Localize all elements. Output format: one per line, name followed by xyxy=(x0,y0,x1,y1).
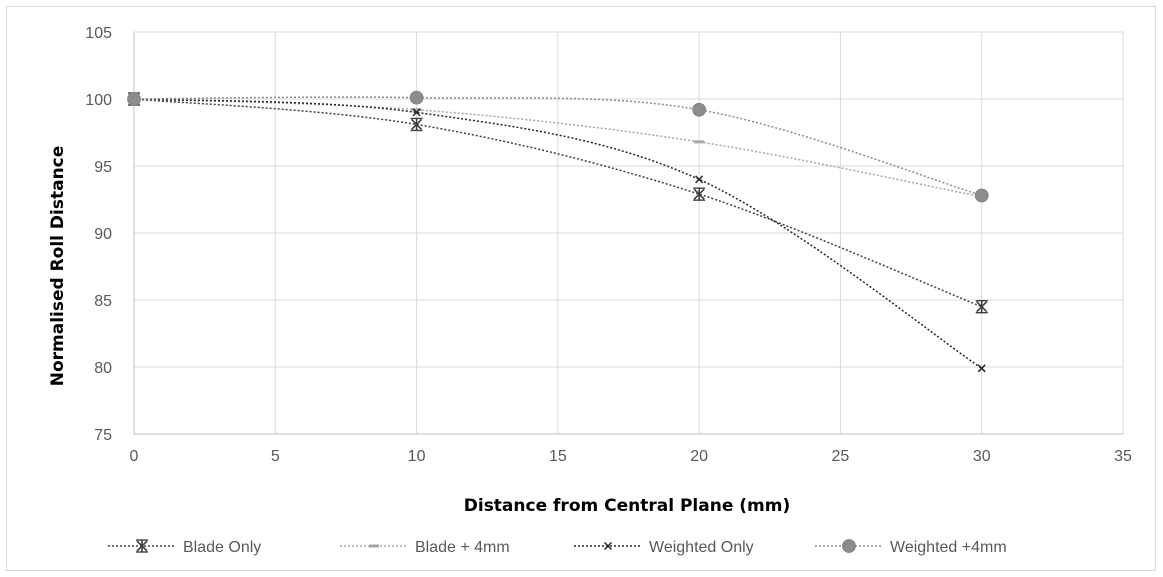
data-point xyxy=(410,117,423,132)
x-tick-label: 10 xyxy=(408,448,426,465)
data-point xyxy=(695,175,704,184)
x-tick-label: 20 xyxy=(690,448,708,465)
legend-label: Blade + 4mm xyxy=(415,539,510,556)
series-line xyxy=(133,98,983,369)
gridlines xyxy=(134,31,1124,434)
x-tick-label: 5 xyxy=(271,448,280,465)
y-tick-label: 105 xyxy=(85,25,112,42)
data-point xyxy=(412,108,421,117)
series-layer xyxy=(127,90,989,373)
legend-swatch-marker xyxy=(842,539,856,553)
data-point xyxy=(409,90,424,105)
y-tick-label: 85 xyxy=(94,293,112,310)
data-point xyxy=(694,140,705,144)
legend-label: Weighted +4mm xyxy=(890,539,1007,556)
y-tick-label: 75 xyxy=(94,427,112,444)
legend-item: Blade + 4mm xyxy=(340,539,510,556)
data-point xyxy=(692,102,707,117)
data-point xyxy=(411,108,422,112)
y-axis-title: Normalised Roll Distance xyxy=(48,146,68,387)
x-tick-label: 25 xyxy=(832,448,850,465)
series-line xyxy=(133,98,982,198)
x-tick-label: 35 xyxy=(1114,448,1132,465)
legend: Blade Only Blade + 4mm Weighted Only Weight… xyxy=(108,539,1007,556)
legend-item: Blade Only xyxy=(108,539,261,556)
legend-swatch-marker xyxy=(603,541,613,551)
data-point xyxy=(974,188,989,203)
data-point xyxy=(127,92,141,106)
legend-label: Weighted Only xyxy=(649,539,754,556)
chart-frame xyxy=(6,6,1156,571)
x-tick-label: 0 xyxy=(130,448,139,465)
legend-swatch-marker xyxy=(136,539,148,553)
y-tick-label: 80 xyxy=(94,360,112,377)
x-tick-label: 15 xyxy=(549,448,567,465)
data-point xyxy=(975,300,988,314)
tick-labels: 0 5 10 15 20 25 30 35 75 80 85 90 95 100 105 xyxy=(85,25,1132,465)
y-tick-label: 95 xyxy=(94,159,112,176)
legend-item: Weighted Only xyxy=(574,539,754,556)
x-axis-title: Distance from Central Plane (mm) xyxy=(464,496,791,516)
legend-item: Weighted +4mm xyxy=(815,539,1007,556)
y-tick-label: 100 xyxy=(85,92,112,109)
data-point xyxy=(977,364,986,373)
data-point xyxy=(693,187,706,201)
series-line xyxy=(133,98,982,308)
x-tick-label: 30 xyxy=(973,448,991,465)
legend-swatch-marker xyxy=(369,544,379,548)
series-weighted-only xyxy=(129,94,986,373)
legend-label: Blade Only xyxy=(183,539,261,556)
series-line xyxy=(133,96,982,197)
series-weighted-4mm xyxy=(127,90,989,203)
y-tick-label: 90 xyxy=(94,226,112,243)
